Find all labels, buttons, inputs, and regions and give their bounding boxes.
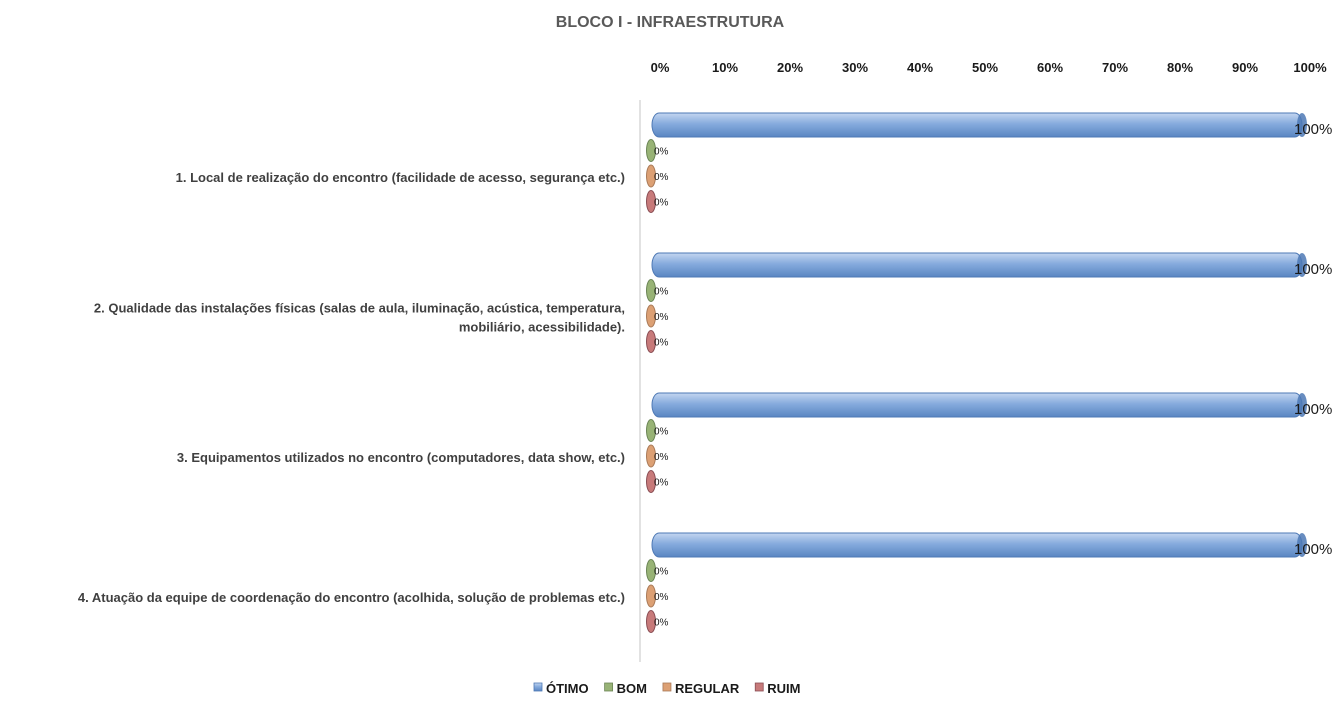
x-tick-label: 70% xyxy=(1102,60,1128,75)
x-tick-label: 0% xyxy=(651,60,670,75)
bar-zero-regular xyxy=(646,304,656,328)
category-label: 3. Equipamentos utilizados no encontro (… xyxy=(177,450,625,465)
data-label: 0% xyxy=(654,287,669,298)
data-label: 0% xyxy=(654,312,669,323)
bar-zero-bom xyxy=(646,279,656,302)
data-label: 0% xyxy=(654,147,669,158)
x-tick-label: 30% xyxy=(842,60,868,75)
bar-zero-bom xyxy=(646,419,656,442)
bar-end-cap xyxy=(1297,113,1307,137)
bar-otimo xyxy=(651,112,1303,138)
bar-zero-regular xyxy=(646,584,656,608)
bar-end-cap xyxy=(1297,533,1307,557)
x-tick-label: 100% xyxy=(1293,60,1327,75)
x-tick-label: 90% xyxy=(1232,60,1258,75)
category-label: 1. Local de realização do encontro (faci… xyxy=(176,170,625,185)
bar-otimo xyxy=(651,532,1303,558)
legend-label: REGULAR xyxy=(675,681,740,696)
bar-zero-ruim xyxy=(646,470,656,493)
data-label: 0% xyxy=(654,478,669,489)
legend-label: RUIM xyxy=(767,681,800,696)
data-label: 0% xyxy=(654,427,669,438)
chart-title: BLOCO I - INFRAESTRUTURA xyxy=(556,14,785,31)
bar-zero-ruim xyxy=(646,610,656,633)
bar-end-cap xyxy=(1297,393,1307,417)
bar-zero-regular xyxy=(646,444,656,468)
data-label: 0% xyxy=(654,618,669,629)
data-label: 0% xyxy=(654,452,669,463)
category-label: mobiliário, acessibilidade). xyxy=(459,320,625,335)
legend-label: ÓTIMO xyxy=(546,681,589,696)
bar-end-cap xyxy=(1297,253,1307,277)
legend-swatch xyxy=(604,682,614,692)
legend-swatch xyxy=(754,682,764,692)
data-label: 0% xyxy=(654,338,669,349)
bar-zero-ruim xyxy=(646,330,656,353)
legend-swatch xyxy=(533,682,543,692)
bar-otimo xyxy=(651,392,1303,418)
category-label: 4. Atuação da equipe de coordenação do e… xyxy=(78,590,625,605)
data-label: 0% xyxy=(654,592,669,603)
legend-swatch xyxy=(662,682,672,692)
bar-zero-bom xyxy=(646,139,656,162)
x-tick-label: 10% xyxy=(712,60,738,75)
legend: ÓTIMO BOM REGULAR RUIM xyxy=(533,681,800,696)
data-label: 0% xyxy=(654,198,669,209)
x-axis-ticks: 0% 10% 20% 30% 40% 50% 60% 70% 80% 90% 100% xyxy=(651,60,1327,75)
x-tick-label: 80% xyxy=(1167,60,1193,75)
bar-zero-bom xyxy=(646,559,656,582)
data-label: 100% xyxy=(1294,541,1332,558)
category-labels: 1. Local de realização do encontro (faci… xyxy=(78,170,625,605)
data-label: 100% xyxy=(1294,261,1332,278)
data-label: 0% xyxy=(654,172,669,183)
x-tick-label: 40% xyxy=(907,60,933,75)
legend-label: BOM xyxy=(617,681,647,696)
bar-zero-ruim xyxy=(646,190,656,213)
bars: 100% 0% 0% 0% 100% 0% 0% 0% 100% 0% 0% 0% 100% 0% 0% 0% xyxy=(646,112,1332,633)
data-label: 100% xyxy=(1294,121,1332,138)
data-label: 0% xyxy=(654,567,669,578)
x-tick-label: 50% xyxy=(972,60,998,75)
x-tick-label: 20% xyxy=(777,60,803,75)
bar-zero-regular xyxy=(646,164,656,188)
bar-otimo xyxy=(651,252,1303,278)
data-label: 100% xyxy=(1294,401,1332,418)
category-label: 2. Qualidade das instalações físicas (sa… xyxy=(94,301,625,316)
x-tick-label: 60% xyxy=(1037,60,1063,75)
